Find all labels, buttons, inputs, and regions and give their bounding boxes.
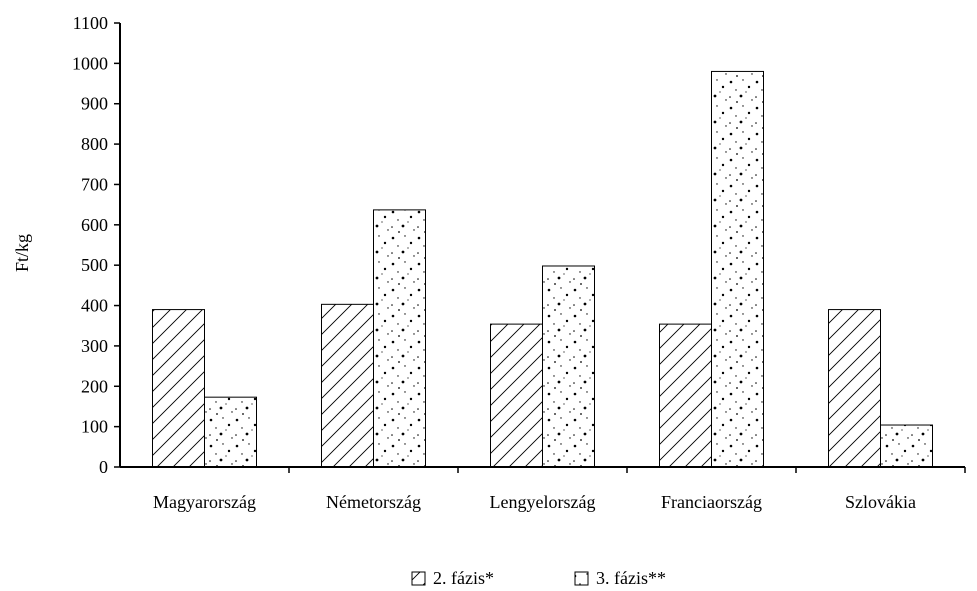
bar-series-2-1	[373, 209, 426, 468]
bar-series-2-2	[542, 265, 595, 468]
bar-series-2-4	[880, 424, 933, 468]
y-tick-label: 500	[81, 255, 108, 275]
legend-swatch-hatch	[411, 571, 426, 586]
bar-series-1-3	[659, 323, 712, 468]
bar-series-2-0	[204, 396, 257, 468]
y-tick-label: 200	[81, 376, 108, 396]
y-tick-label: 1100	[73, 13, 108, 33]
x-category-label: Szlovákia	[845, 492, 916, 512]
legend: 2. fázis* 3. fázis**	[411, 568, 666, 588]
bars-group	[152, 70, 933, 468]
y-tick-label: 600	[81, 215, 108, 235]
y-tick-label: 300	[81, 336, 108, 356]
legend-swatch-dots	[574, 571, 589, 586]
y-tick-label: 400	[81, 296, 108, 316]
y-tick-label: 1000	[72, 53, 108, 73]
legend-label-series-1: 2. fázis*	[433, 568, 494, 588]
x-category-label: Lengyelország	[490, 492, 596, 512]
bar-series-1-2	[490, 323, 543, 468]
y-tick-label: 700	[81, 174, 108, 194]
y-tick-label: 800	[81, 134, 108, 154]
bar-series-2-3	[711, 70, 764, 468]
y-tick-label: 0	[99, 457, 108, 477]
x-category-label: Franciaország	[661, 492, 762, 512]
y-tick-label: 900	[81, 94, 108, 114]
y-tick-label: 100	[81, 417, 108, 437]
x-category-label: Németország	[326, 492, 421, 512]
bar-series-1-0	[152, 309, 205, 468]
legend-label-series-2: 3. fázis**	[596, 568, 666, 588]
bar-series-1-1	[321, 303, 374, 468]
x-axis-labels: Magyarország Németország Lengyelország Fran…	[153, 467, 966, 512]
bar-series-1-4	[828, 309, 881, 468]
y-axis-title: Ft/kg	[12, 234, 32, 272]
x-category-label: Magyarország	[153, 492, 256, 512]
y-axis-ticks: 0 100 200 300 400 500 600 700 800 900 1000 1100	[72, 13, 120, 477]
